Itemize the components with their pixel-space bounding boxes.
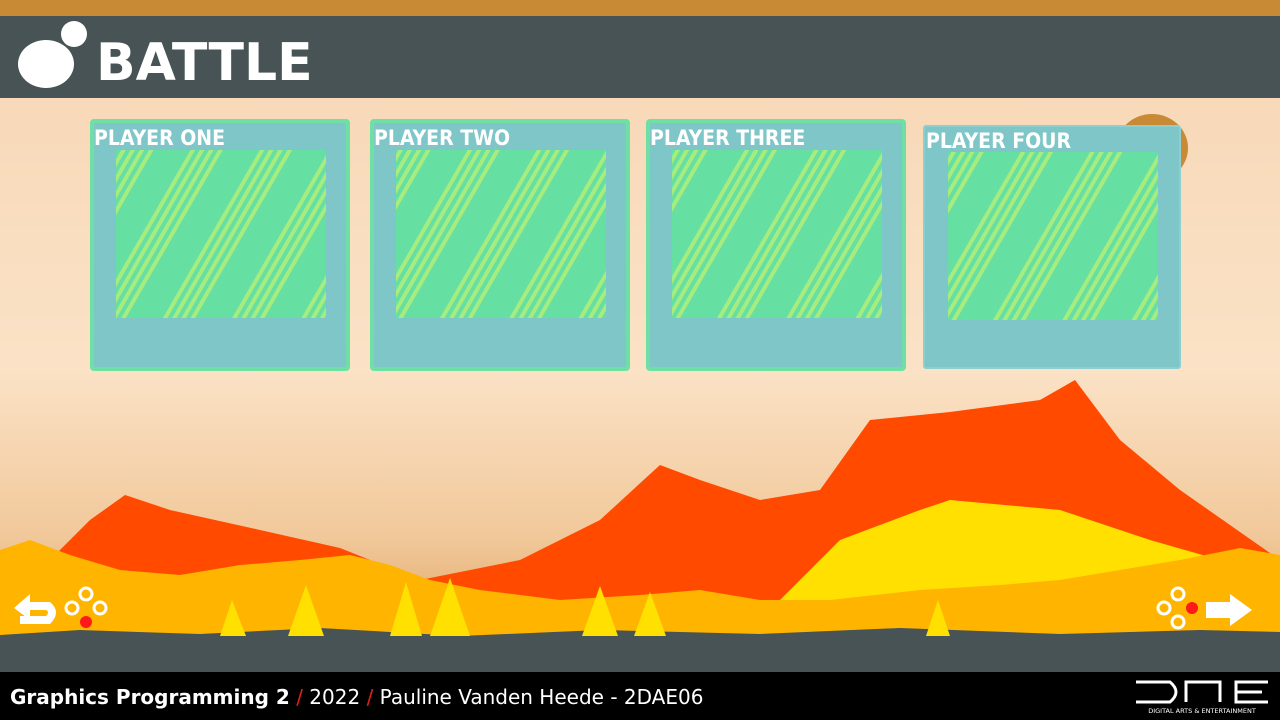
player-label: PLAYER ONE: [94, 126, 225, 150]
player-panel[interactable]: PLAYER TWO: [370, 119, 630, 371]
dae-logo: [1136, 680, 1268, 704]
separator: /: [367, 685, 374, 709]
player-panel[interactable]: PLAYER FOUR: [923, 125, 1181, 369]
landscape: [0, 380, 1280, 672]
header-icon: [18, 21, 87, 88]
panel-preview: [948, 152, 1158, 320]
course: Graphics Programming 2: [10, 685, 290, 709]
back-button[interactable]: [14, 586, 108, 628]
panel-preview: [116, 150, 326, 318]
header-bar: [0, 16, 1280, 98]
header-title: BATTLE: [96, 33, 313, 93]
footer-bar: [0, 672, 1280, 720]
player-label: PLAYER TWO: [374, 126, 510, 150]
player-panel[interactable]: PLAYER ONE: [90, 119, 350, 371]
panel-preview: [396, 150, 606, 318]
year: 2022: [309, 685, 360, 709]
top-strip: [0, 0, 1280, 16]
player-panel[interactable]: PLAYER THREE: [646, 119, 906, 371]
separator: /: [296, 685, 303, 709]
player-label: PLAYER FOUR: [926, 129, 1072, 153]
author: Pauline Vanden Heede - 2DAE06: [380, 685, 704, 709]
player-panels: PLAYER ONE PLAYER TWO PLAYER THREE PLAYER F…: [90, 119, 1181, 371]
logo-caption: DIGITAL ARTS & ENTERTAINMENT: [1148, 707, 1256, 715]
next-button[interactable]: [1156, 586, 1252, 630]
panel-preview: [672, 150, 882, 318]
footer-text: Graphics Programming 2 / 2022 / Pauline …: [10, 685, 703, 709]
player-label: PLAYER THREE: [650, 126, 805, 150]
